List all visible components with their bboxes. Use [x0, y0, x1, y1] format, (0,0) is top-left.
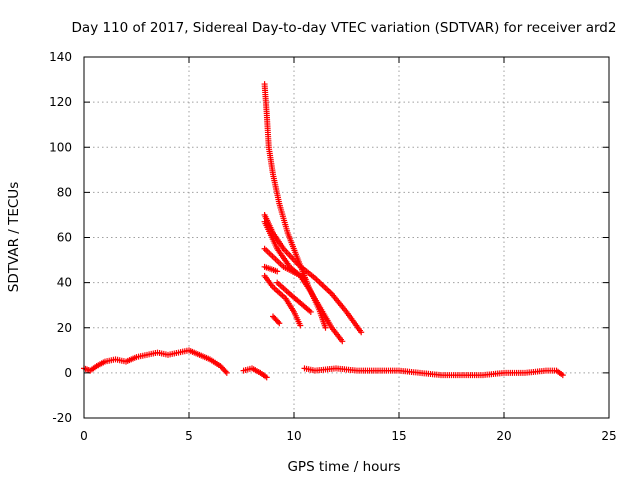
series-arc-afternoon — [301, 365, 566, 379]
data-point — [275, 318, 282, 325]
x-tick-label: 10 — [286, 429, 301, 443]
series-arc-small — [270, 313, 283, 327]
series-arc-mid-2 — [261, 218, 346, 345]
series-arc-low-3 — [274, 279, 314, 315]
data-point — [559, 372, 566, 379]
x-tick-label: 15 — [391, 429, 406, 443]
y-tick-label: 120 — [49, 95, 72, 109]
data-point — [263, 374, 270, 381]
data-series — [81, 81, 566, 381]
y-tick-label: -20 — [52, 411, 72, 425]
y-tick-label: 20 — [57, 321, 72, 335]
y-tick-label: 0 — [64, 366, 72, 380]
series-arc-low-1 — [261, 272, 304, 329]
y-tick-label: 60 — [57, 231, 72, 245]
x-tick-label: 0 — [80, 429, 88, 443]
y-tick-label: 100 — [49, 140, 72, 154]
series-arc-steep — [261, 81, 329, 331]
x-tick-label: 20 — [496, 429, 511, 443]
series-arc-morning — [81, 347, 230, 376]
x-axis-label: GPS time / hours — [287, 459, 400, 475]
x-tick-label: 5 — [185, 429, 193, 443]
data-point — [223, 369, 230, 376]
data-point — [339, 338, 346, 345]
data-point — [301, 275, 308, 282]
y-axis-label: SDTVAR / TECUs — [6, 182, 22, 292]
data-point — [297, 322, 304, 329]
series-arc-low-2 — [261, 263, 281, 275]
grid-lines — [84, 57, 609, 418]
series-arc-mid-3 — [261, 245, 308, 282]
y-tick-label: 80 — [57, 185, 72, 199]
chart-title: Day 110 of 2017, Sidereal Day-to-day VTE… — [72, 20, 617, 36]
data-point — [307, 308, 314, 315]
series-arc-short — [240, 365, 270, 381]
data-point — [276, 320, 283, 327]
data-point — [274, 268, 281, 275]
series-arc-mid-1 — [261, 211, 365, 336]
data-point — [222, 368, 229, 375]
data-point — [358, 329, 365, 336]
axis-ticks: 0 5 10 15 20 25 -20 0 20 40 60 80 100 120 140 — [49, 50, 617, 443]
x-tick-label: 25 — [601, 429, 616, 443]
y-tick-label: 40 — [57, 276, 72, 290]
data-point — [322, 324, 329, 331]
y-tick-label: 140 — [49, 50, 72, 64]
